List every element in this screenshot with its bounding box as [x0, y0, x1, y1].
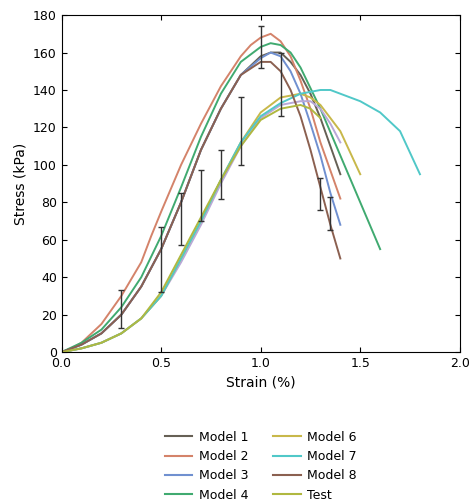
Legend: Model 1, Model 2, Model 3, Model 4, Model 5, Model 6, Model 7, Model 8, Test, : Model 1, Model 2, Model 3, Model 4, Mode…: [160, 426, 362, 503]
Y-axis label: Stress (kPa): Stress (kPa): [13, 142, 27, 225]
X-axis label: Strain (%): Strain (%): [226, 376, 295, 389]
